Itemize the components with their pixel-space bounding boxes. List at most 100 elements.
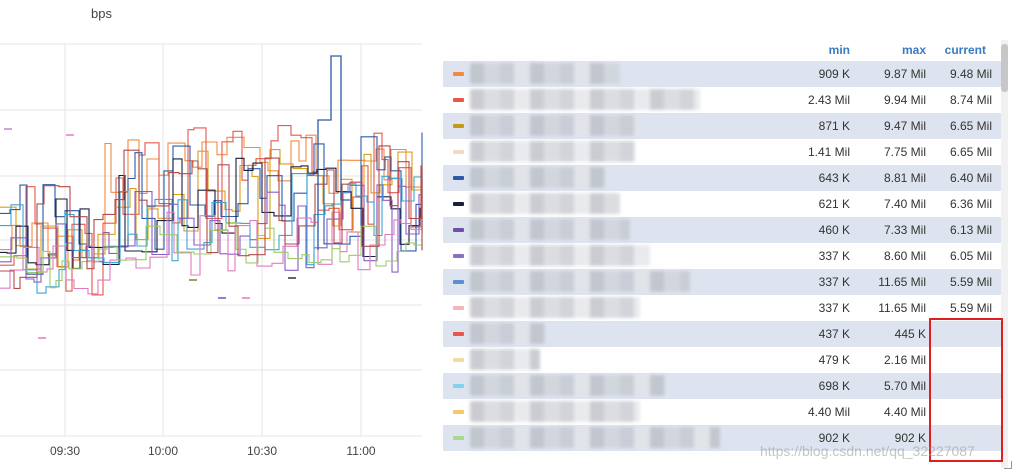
- series-color-swatch[interactable]: [453, 150, 464, 154]
- legend-value-min: 479 K: [818, 353, 850, 367]
- legend-row[interactable]: 337 K 11.65 Mil 5.59 Mil: [443, 269, 1003, 295]
- series-name-redacted: [470, 89, 700, 110]
- series-line: [0, 145, 423, 289]
- series-line: [0, 222, 423, 289]
- resize-handle[interactable]: [1004, 461, 1012, 469]
- legend-value-min: 1.41 Mil: [807, 145, 850, 159]
- series-name-redacted: [470, 193, 620, 214]
- x-tick-label: 10:00: [148, 444, 178, 458]
- series-line-spike: [317, 55, 350, 250]
- series-name-redacted: [470, 167, 605, 188]
- legend-value-min: 871 K: [818, 119, 850, 133]
- series-color-swatch[interactable]: [453, 410, 464, 414]
- series-color-swatch[interactable]: [453, 202, 464, 206]
- legend-value-max: 902 K: [894, 431, 926, 445]
- legend-value-current: 8.74 Mil: [949, 93, 992, 107]
- legend-value-max: 445 K: [894, 327, 926, 341]
- series-color-swatch[interactable]: [453, 228, 464, 232]
- series-line: [0, 211, 423, 295]
- legend-value-current: 6.65 Mil: [949, 145, 992, 159]
- legend-row[interactable]: 4.40 Mil 4.40 Mil: [443, 399, 1003, 425]
- legend-row[interactable]: 337 K 11.65 Mil 5.59 Mil: [443, 295, 1003, 321]
- legend-value-current: 6.05 Mil: [949, 249, 992, 263]
- legend-row[interactable]: 902 K 902 K: [443, 425, 1003, 451]
- graph-panel: bps 09:30 10:00 10:30 11:00: [0, 0, 425, 471]
- legend-row[interactable]: 479 K 2.16 Mil: [443, 347, 1003, 373]
- series-name-redacted: [470, 115, 640, 136]
- legend-value-max: 7.75 Mil: [883, 145, 926, 159]
- series-color-swatch[interactable]: [453, 72, 464, 76]
- legend-value-min: 337 K: [818, 249, 850, 263]
- legend-value-min: 643 K: [818, 171, 850, 185]
- legend-row[interactable]: 871 K 9.47 Mil 6.65 Mil: [443, 113, 1003, 139]
- legend-row[interactable]: 909 K 9.87 Mil 9.48 Mil: [443, 61, 1003, 87]
- legend-value-min: 437 K: [818, 327, 850, 341]
- legend-value-min: 4.40 Mil: [807, 405, 850, 419]
- series-line: [0, 134, 423, 262]
- series-name-redacted: [470, 219, 630, 240]
- legend-value-min: 337 K: [818, 301, 850, 315]
- legend-row[interactable]: 2.43 Mil 9.94 Mil 8.74 Mil: [443, 87, 1003, 113]
- legend-row[interactable]: 643 K 8.81 Mil 6.40 Mil: [443, 165, 1003, 191]
- legend-value-min: 460 K: [818, 223, 850, 237]
- legend-value-max: 7.33 Mil: [883, 223, 926, 237]
- legend-value-max: 11.65 Mil: [878, 275, 926, 289]
- legend-value-max: 9.47 Mil: [883, 119, 926, 133]
- time-series-graph[interactable]: 09:30 10:00 10:30 11:00: [0, 0, 425, 471]
- legend-row[interactable]: 337 K 8.60 Mil 6.05 Mil: [443, 243, 1003, 269]
- series-name-redacted: [470, 271, 690, 292]
- legend-value-min: 337 K: [818, 275, 850, 289]
- series-name-redacted: [470, 323, 545, 344]
- legend-value-min: 698 K: [818, 379, 850, 393]
- legend-value-min: 909 K: [818, 67, 850, 81]
- legend-row[interactable]: 698 K 5.70 Mil: [443, 373, 1003, 399]
- legend-row[interactable]: 460 K 7.33 Mil 6.13 Mil: [443, 217, 1003, 243]
- legend-header-max[interactable]: max: [901, 43, 926, 57]
- y-axis-title: bps: [91, 6, 112, 21]
- legend-value-max: 8.60 Mil: [883, 249, 926, 263]
- x-tick-label: 10:30: [247, 444, 277, 458]
- legend-value-current: 6.65 Mil: [949, 119, 992, 133]
- series-color-swatch[interactable]: [453, 254, 464, 258]
- series-color-swatch[interactable]: [453, 436, 464, 440]
- scrollbar-track[interactable]: [1001, 40, 1008, 468]
- series-color-swatch[interactable]: [453, 306, 464, 310]
- series-name-redacted: [470, 245, 650, 266]
- series-color-swatch[interactable]: [453, 124, 464, 128]
- legend-value-current: 6.13 Mil: [949, 223, 992, 237]
- series-color-swatch[interactable]: [453, 332, 464, 336]
- legend-value-max: 11.65 Mil: [878, 301, 926, 315]
- series-color-swatch[interactable]: [453, 358, 464, 362]
- series-name-redacted: [470, 349, 540, 370]
- legend-value-current: 9.48 Mil: [949, 67, 992, 81]
- legend-value-max: 9.87 Mil: [883, 67, 926, 81]
- legend-value-current: 5.59 Mil: [949, 275, 992, 289]
- scrollbar-thumb[interactable]: [1001, 44, 1008, 92]
- legend-value-min: 621 K: [818, 197, 850, 211]
- series-name-redacted: [470, 375, 665, 396]
- legend-row[interactable]: 437 K 445 K: [443, 321, 1003, 347]
- legend-value-max: 8.81 Mil: [883, 171, 926, 185]
- series-color-swatch[interactable]: [453, 384, 464, 388]
- series-line: [0, 125, 423, 296]
- x-tick-label: 11:00: [346, 444, 375, 458]
- series-color-swatch[interactable]: [453, 98, 464, 102]
- legend-value-max: 5.70 Mil: [883, 379, 926, 393]
- series-line: [0, 173, 423, 294]
- legend-value-current: 6.36 Mil: [949, 197, 992, 211]
- legend-value-min: 902 K: [818, 431, 850, 445]
- legend-value-max: 9.94 Mil: [883, 93, 926, 107]
- series-color-swatch[interactable]: [453, 176, 464, 180]
- series-name-redacted: [470, 63, 620, 84]
- legend-value-max: 2.16 Mil: [883, 353, 926, 367]
- legend-value-max: 7.40 Mil: [883, 197, 926, 211]
- series-name-redacted: [470, 297, 640, 318]
- series-name-redacted: [470, 427, 720, 448]
- legend-row[interactable]: 621 K 7.40 Mil 6.36 Mil: [443, 191, 1003, 217]
- series-name-redacted: [470, 401, 640, 422]
- legend-header-min[interactable]: min: [828, 43, 850, 57]
- series-color-swatch[interactable]: [453, 280, 464, 284]
- watermark-text: https://blog.csdn.net/qq_32227087: [760, 443, 975, 459]
- legend-value-current: 6.40 Mil: [949, 171, 992, 185]
- legend-row[interactable]: 1.41 Mil 7.75 Mil 6.65 Mil: [443, 139, 1003, 165]
